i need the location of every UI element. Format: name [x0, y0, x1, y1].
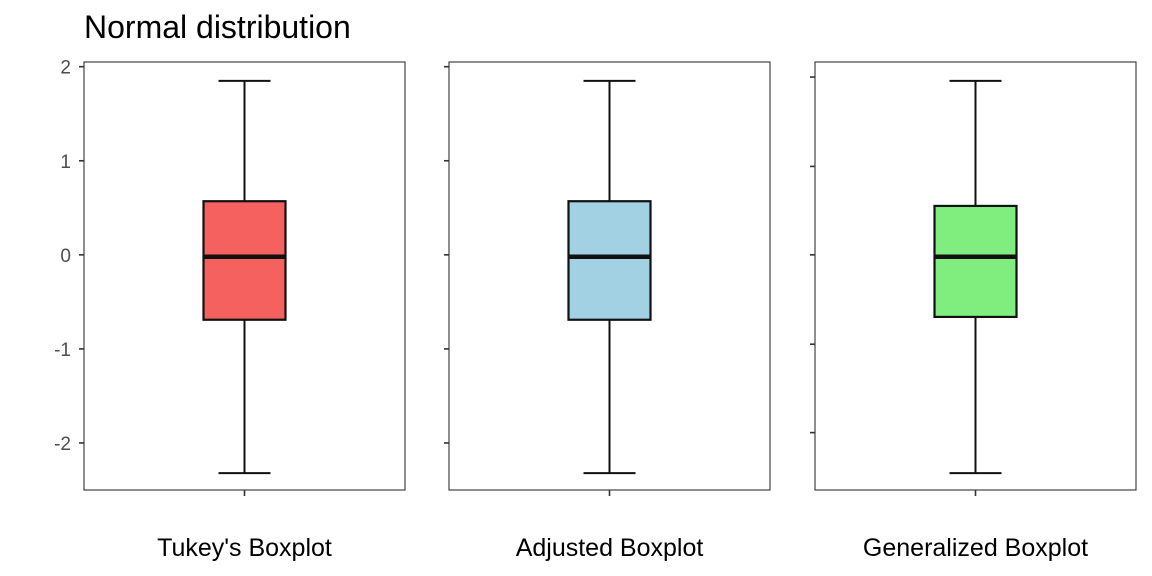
category-label: Tukey's Boxplot — [157, 534, 332, 562]
box — [202, 200, 287, 321]
box — [933, 204, 1018, 319]
chart-title: Normal distribution — [84, 9, 351, 45]
y-tick-label: 2 — [60, 58, 71, 79]
panel-3: Generalized Boxplot — [810, 61, 1137, 562]
category-label: Adjusted Boxplot — [516, 534, 704, 562]
panel-1: -2 -1 0 1 2 Tukey's Boxplot — [54, 58, 406, 562]
y-tick-label: 1 — [60, 152, 71, 173]
panel-2: Adjusted Boxplot — [444, 61, 771, 562]
category-label: Generalized Boxplot — [863, 534, 1088, 562]
y-tick-label: 0 — [60, 246, 71, 267]
y-tick-label: -1 — [54, 340, 71, 361]
y-tick-label: -2 — [54, 434, 71, 455]
box — [567, 200, 652, 321]
